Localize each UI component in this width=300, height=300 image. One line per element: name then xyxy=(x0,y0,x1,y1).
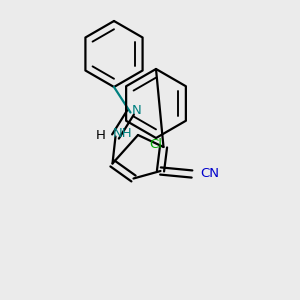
Text: CN: CN xyxy=(200,167,219,180)
Text: H: H xyxy=(96,129,106,142)
Text: NH: NH xyxy=(112,127,132,140)
Text: N: N xyxy=(132,103,142,117)
Text: Cl: Cl xyxy=(149,138,163,151)
